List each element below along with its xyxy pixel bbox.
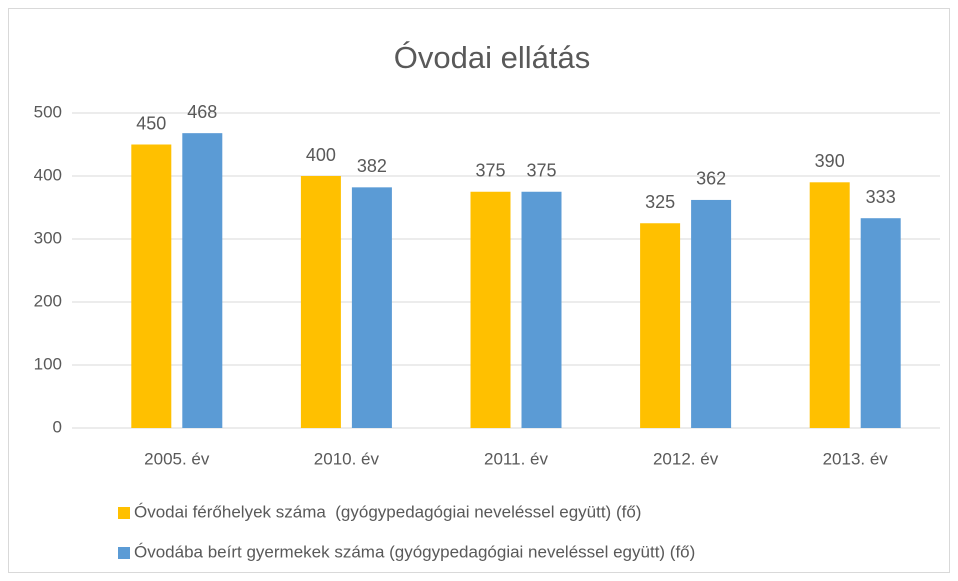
bar xyxy=(640,223,681,428)
value-label: 468 xyxy=(187,102,217,122)
y-tick-label: 400 xyxy=(34,165,62,184)
x-tick-label: 2012. év xyxy=(653,449,719,468)
value-label: 333 xyxy=(866,187,896,207)
x-tick-label: 2013. év xyxy=(823,449,889,468)
value-label: 400 xyxy=(306,145,336,165)
y-tick-label: 100 xyxy=(34,354,62,373)
bar xyxy=(182,133,223,428)
x-tick-label: 2011. év xyxy=(484,449,548,468)
value-label: 450 xyxy=(136,113,166,133)
bar xyxy=(860,218,901,428)
x-tick-label: 2005. év xyxy=(144,449,210,468)
bar xyxy=(131,144,172,428)
y-tick-label: 500 xyxy=(34,102,62,121)
legend-swatch xyxy=(118,547,130,559)
value-label: 362 xyxy=(696,169,726,189)
value-label: 375 xyxy=(526,161,556,181)
bar xyxy=(470,191,511,428)
x-tick-label: 2010. év xyxy=(314,449,380,468)
bar xyxy=(691,199,732,428)
legend-label: Óvodai férőhelyek száma (gyógypedagógiai… xyxy=(134,502,641,521)
legend-label: Óvodába beírt gyermekek száma (gyógypeda… xyxy=(134,542,695,561)
value-label: 390 xyxy=(815,151,845,171)
bar xyxy=(351,187,392,428)
y-tick-label: 200 xyxy=(34,291,62,310)
legend-swatch xyxy=(118,507,130,519)
y-tick-label: 0 xyxy=(53,417,62,436)
bar xyxy=(300,176,341,428)
y-tick-label: 300 xyxy=(34,228,62,247)
value-label: 382 xyxy=(357,156,387,176)
value-label: 325 xyxy=(645,192,675,212)
chart-title: Óvodai ellátás xyxy=(394,40,590,75)
value-label: 375 xyxy=(475,161,505,181)
bar xyxy=(809,182,850,428)
bar xyxy=(521,191,562,428)
